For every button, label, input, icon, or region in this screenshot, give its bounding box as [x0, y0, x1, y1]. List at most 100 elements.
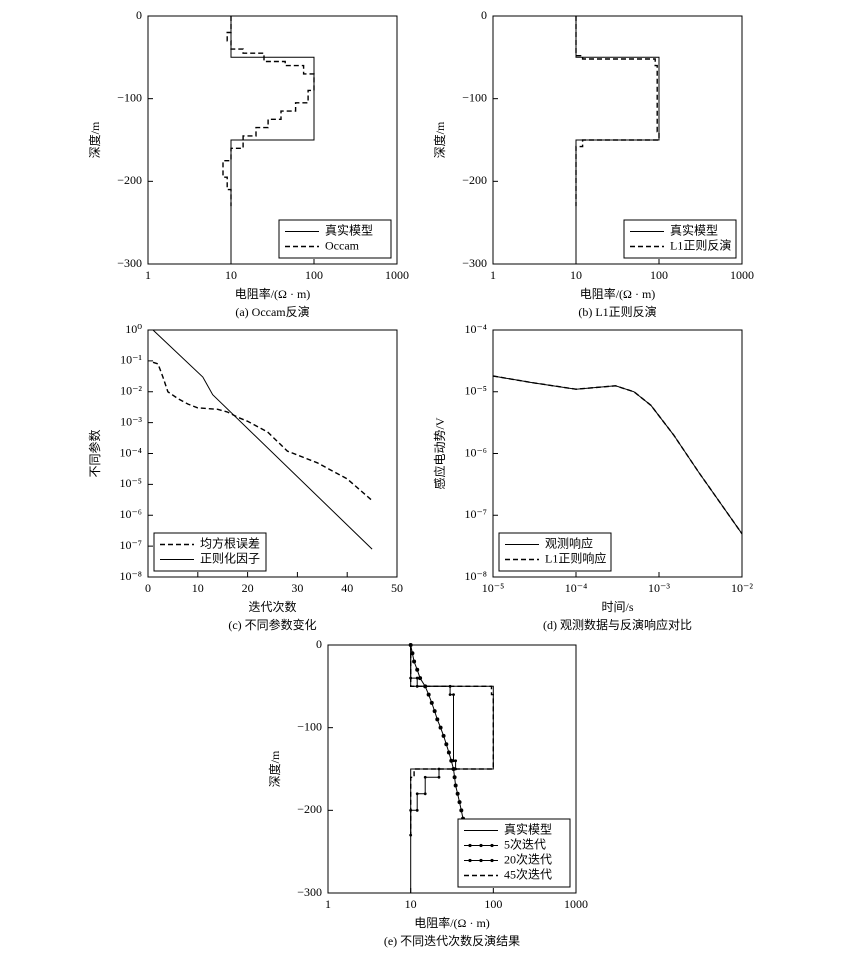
- y-tick-label: −100: [297, 719, 322, 733]
- x-axis-label: 电阻率/(Ω · m): [580, 286, 656, 301]
- data-point: [423, 775, 427, 779]
- x-tick-label: 1: [145, 268, 151, 282]
- x-tick-label: 10⁻²: [731, 581, 753, 595]
- legend-marker: [479, 843, 483, 848]
- legend-label: 正则化因子: [200, 551, 260, 565]
- data-line: [152, 361, 373, 502]
- data-point: [435, 717, 440, 722]
- y-tick-label: −300: [117, 256, 142, 270]
- x-tick-label: 10⁻³: [648, 581, 670, 595]
- y-tick-label: 10⁻⁵: [119, 476, 142, 490]
- x-tick-label: 100: [305, 268, 323, 282]
- legend-marker: [490, 858, 494, 863]
- x-tick-label: 40: [341, 581, 353, 595]
- legend-label: 5次迭代: [504, 837, 546, 851]
- y-tick-label: 0: [136, 8, 142, 22]
- y-tick-label: 10⁻⁷: [464, 507, 487, 521]
- data-point: [444, 742, 449, 747]
- x-axis-label: 时间/s: [601, 600, 633, 614]
- plot-frame: [147, 15, 398, 265]
- legend-box: [153, 532, 267, 572]
- caption: (a) Occam反演: [235, 304, 309, 319]
- data-line: [492, 375, 743, 535]
- legend-box: [278, 219, 392, 259]
- caption: (d) 观测数据与反演响应对比: [543, 617, 692, 632]
- legend-label: 观测响应: [545, 535, 593, 550]
- data-line: [492, 375, 743, 535]
- y-axis-label: 深度/m: [432, 121, 447, 158]
- data-line: [410, 645, 457, 836]
- x-tick-label: 10: [570, 268, 582, 282]
- y-tick-label: 10⁻¹: [120, 353, 142, 367]
- y-tick-label: 0: [481, 8, 487, 22]
- y-tick-label: 10⁻²: [120, 384, 142, 398]
- data-point: [418, 676, 423, 681]
- data-point: [432, 709, 437, 714]
- legend-label: Occam: [325, 238, 360, 252]
- panel: 1 10 100 1000 0 −100 −200 −300 电阻率/(Ω · m) (b) L1…: [432, 8, 754, 319]
- x-tick-label: 30: [291, 581, 303, 595]
- x-tick-label: 10: [405, 897, 417, 911]
- y-tick-label: 10⁻⁸: [464, 569, 487, 583]
- data-line: [575, 16, 660, 207]
- legend-marker: [468, 843, 472, 848]
- data-point: [452, 759, 455, 763]
- data-line: [410, 645, 494, 836]
- y-tick-label: −200: [297, 802, 322, 816]
- data-point: [415, 667, 420, 672]
- data-point: [437, 775, 441, 779]
- y-tick-label: 10⁰: [125, 322, 142, 336]
- y-tick-label: 10⁻⁶: [464, 445, 487, 459]
- y-tick-label: −100: [117, 90, 142, 104]
- panel: 1 10 100 1000 0 −100 −200 −300 电阻率/(Ω · m) (e) 不同…: [267, 637, 588, 948]
- legend-label: 45次迭代: [504, 867, 552, 881]
- y-tick-label: 10⁻⁴: [464, 322, 487, 336]
- data-point: [438, 725, 443, 730]
- legend-box: [623, 219, 737, 259]
- y-tick-label: 10⁻⁸: [119, 569, 142, 583]
- legend-label: 20次迭代: [504, 852, 552, 866]
- y-tick-label: 0: [316, 637, 322, 651]
- x-tick-label: 100: [484, 897, 502, 911]
- data-point: [415, 808, 419, 812]
- legend-label: 均方根误差: [200, 535, 260, 550]
- x-axis-label: 电阻率/(Ω · m): [235, 286, 311, 301]
- data-point: [412, 659, 417, 664]
- legend-label: L1正则反演: [670, 237, 731, 252]
- data-point: [410, 651, 415, 656]
- data-line: [152, 329, 373, 550]
- caption: (c) 不同参数变化: [228, 617, 316, 632]
- plot-frame: [327, 644, 577, 894]
- data-point: [454, 759, 458, 763]
- legend-marker: [490, 843, 494, 848]
- data-point: [415, 676, 419, 680]
- y-axis-label: 深度/m: [87, 121, 102, 158]
- y-axis-label: 深度/m: [267, 750, 282, 787]
- data-point: [457, 800, 462, 805]
- x-tick-label: 10: [192, 581, 204, 595]
- legend-label: L1正则响应: [545, 550, 606, 565]
- legend-marker: [479, 858, 483, 863]
- x-tick-label: 0: [145, 581, 151, 595]
- x-tick-label: 1: [490, 268, 496, 282]
- data-point: [426, 692, 431, 697]
- panel: 0 10 20 30 40 50 10⁰ 10⁻¹ 10⁻² 10⁻³ 10⁻⁴ 10⁻⁵ 10⁻⁶ 10…: [87, 322, 403, 632]
- data-point: [449, 758, 454, 763]
- y-tick-label: 10⁻³: [120, 414, 142, 428]
- data-point: [455, 791, 460, 796]
- y-tick-label: −300: [462, 256, 487, 270]
- data-point: [453, 783, 458, 788]
- panel: 10⁻⁵ 10⁻⁴ 10⁻³ 10⁻² 10⁻⁴ 10⁻⁵ 10⁻⁶ 10⁻⁷ 10⁻⁸ 时间/s…: [432, 322, 754, 632]
- data-line: [230, 16, 315, 264]
- y-tick-label: −100: [462, 90, 487, 104]
- data-line: [222, 16, 315, 207]
- x-tick-label: 1: [325, 897, 331, 911]
- data-point: [459, 808, 464, 813]
- x-tick-label: 1000: [385, 268, 409, 282]
- x-tick-label: 1000: [564, 897, 588, 911]
- data-point: [448, 693, 452, 696]
- x-axis-label: 迭代次数: [248, 599, 296, 614]
- y-tick-label: 10⁻⁴: [119, 445, 142, 459]
